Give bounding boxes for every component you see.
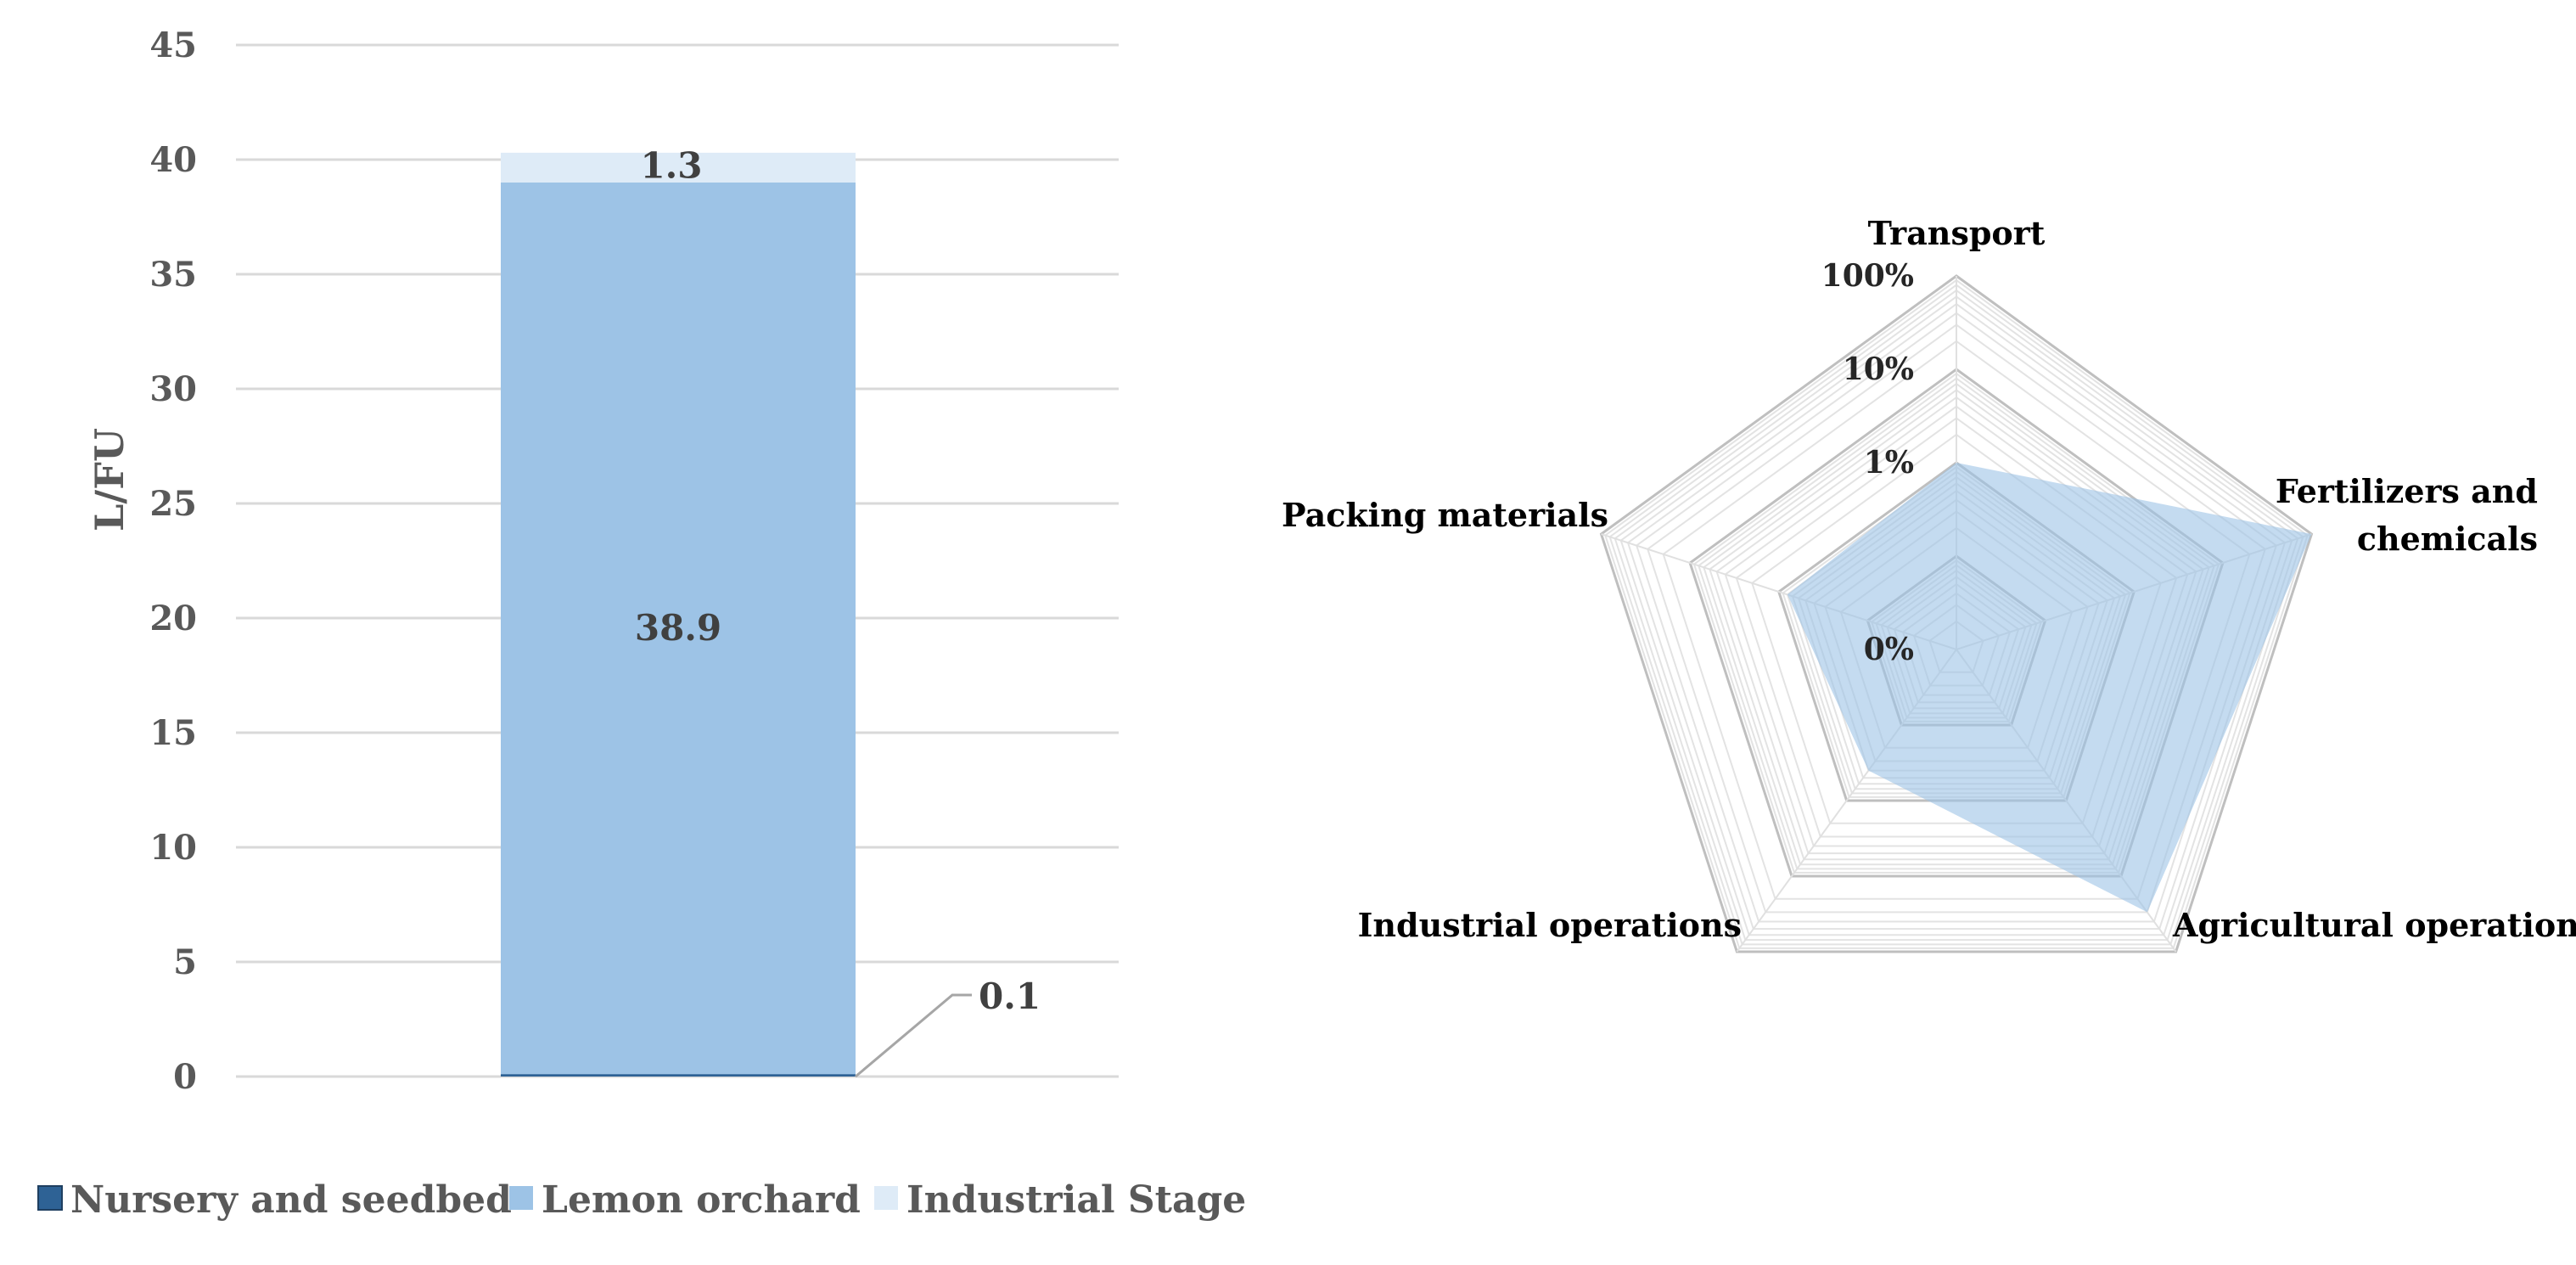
bar-data-labels: 0.1 38.9 1.3 <box>635 144 1041 1078</box>
y-tick-label: 30 <box>149 369 197 409</box>
data-label: 1.3 <box>640 144 702 186</box>
y-tick-label: 20 <box>149 599 197 638</box>
radar-grid-ring <box>1647 323 2266 914</box>
y-tick-label: 0 <box>173 1057 197 1097</box>
data-label-leader-line <box>855 993 972 1078</box>
stacked-bar-chart: 0 5 10 15 20 25 30 35 40 45 L/FU 0.1 38.9 1.3 Nurse… <box>37 25 1246 1222</box>
legend-item: Nursery and seedbed <box>37 1178 512 1222</box>
radar-grid-ring <box>1604 278 2309 949</box>
legend-label: Lemon orchard <box>542 1178 861 1222</box>
radar-grid-ring <box>1635 312 2278 923</box>
bar-segment <box>501 152 856 183</box>
legend-item: Industrial Stage <box>874 1178 1246 1222</box>
radar-category-labels: Transport Fertilizers and chemicals Agricul… <box>1282 214 2576 944</box>
radar-grid-ring <box>1608 284 2304 946</box>
y-tick-label: 15 <box>149 713 197 753</box>
radar-tick-labels: 0% 1% 10% 100% <box>1821 258 1914 667</box>
legend-swatch <box>874 1186 898 1210</box>
radar-tick-label: 100% <box>1821 258 1914 294</box>
data-label: 38.9 <box>635 607 721 649</box>
y-tick-label: 5 <box>173 942 197 982</box>
radar-category-label: Transport <box>1868 214 2046 252</box>
y-axis-label: L/FU <box>87 428 132 531</box>
radar-category-label: Fertilizers and chemicals <box>2276 472 2538 558</box>
radar-tick-label: 10% <box>1843 351 1914 387</box>
radar-tick-label: 1% <box>1864 445 1914 481</box>
y-tick-label: 45 <box>149 25 197 65</box>
legend-item: Lemon orchard <box>509 1178 861 1222</box>
radar-grid-ring <box>1599 274 2314 953</box>
bar-legend: Nursery and seedbed Lemon orchard Industri… <box>37 1178 1246 1222</box>
y-tick-label: 40 <box>149 140 197 180</box>
radar-tick-label: 0% <box>1864 632 1914 667</box>
legend-label: Industrial Stage <box>906 1178 1246 1222</box>
radar-grid-ring <box>1626 302 2287 930</box>
legend-label: Nursery and seedbed <box>70 1178 512 1222</box>
y-tick-label: 25 <box>149 484 197 524</box>
radar-series-area <box>1787 463 2312 913</box>
data-label: 0.1 <box>979 975 1041 1017</box>
bar-segments <box>501 152 856 1077</box>
legend-swatch <box>509 1186 533 1210</box>
legend-swatch <box>37 1185 63 1211</box>
radar-category-label: Industrial operations <box>1358 906 1742 944</box>
y-axis-tick-labels: 0 5 10 15 20 25 30 35 40 45 <box>149 25 197 1097</box>
radar-grid-ring <box>1619 295 2293 936</box>
radar-grid-ring <box>1614 289 2299 942</box>
radar-category-label: Agricultural operations <box>2172 906 2576 944</box>
radar-chart: 0% 1% 10% 100% Transport Fertilizers and chem… <box>1282 214 2576 953</box>
y-tick-label: 10 <box>149 828 197 868</box>
radar-category-label: Packing materials <box>1282 496 1608 534</box>
y-tick-label: 35 <box>149 255 197 295</box>
bar-segment <box>501 183 856 1075</box>
